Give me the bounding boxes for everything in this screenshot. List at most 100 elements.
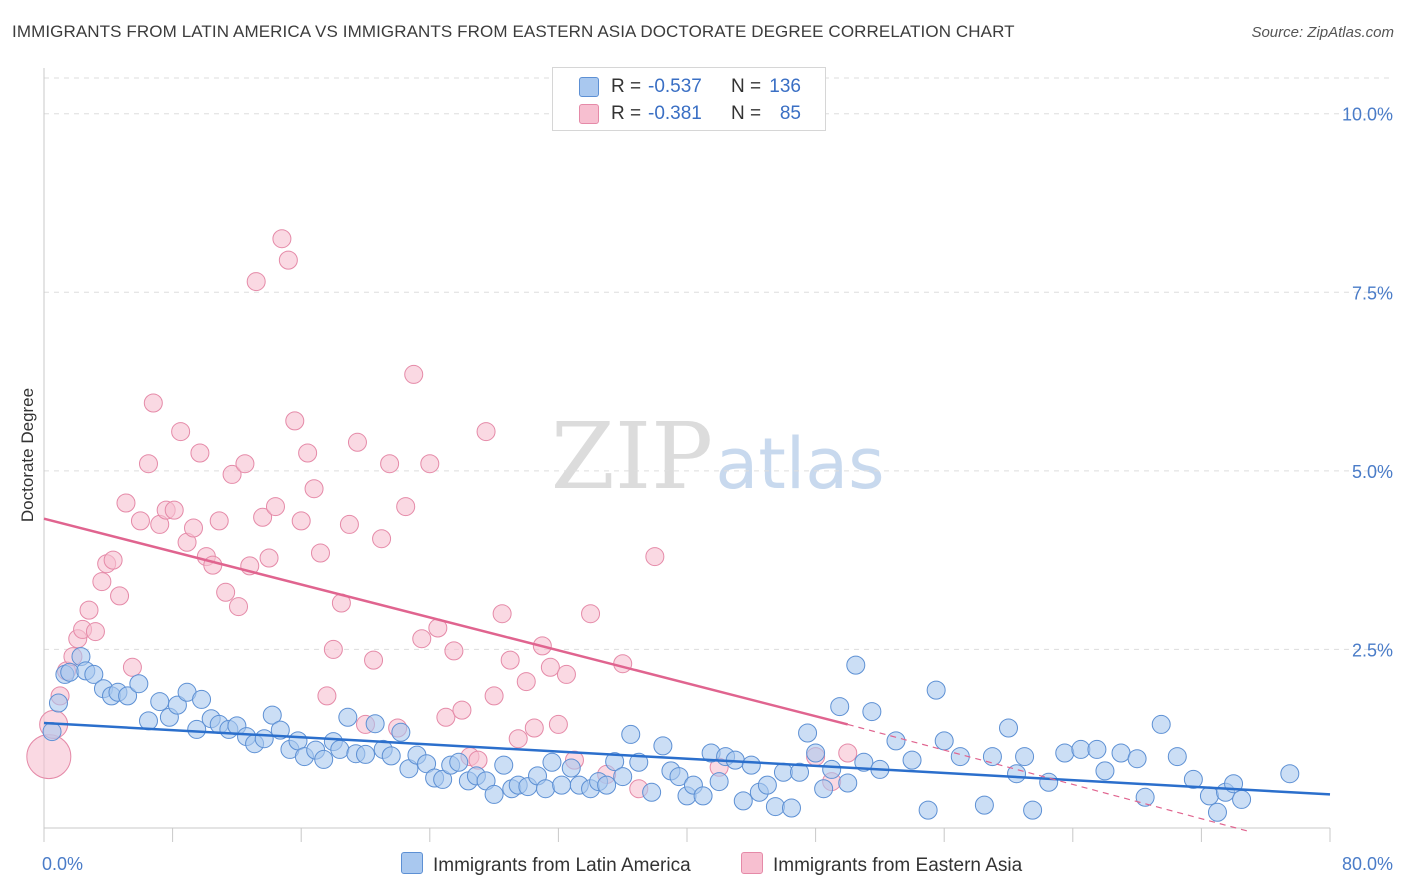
point-latin-america [118,686,138,706]
point-latin-america [449,752,469,772]
point-latin-america [187,719,207,739]
legend-n-label: N = [731,103,762,124]
legend-r-value: -0.537 [648,76,702,97]
point-latin-america [1151,714,1171,734]
point-eastern-asia [79,600,99,620]
legend-r-label: R = [611,76,642,97]
point-latin-america [653,736,673,756]
point-latin-america [192,689,212,709]
point-eastern-asia [364,650,384,670]
point-eastern-asia [317,686,337,706]
point-latin-america [629,752,649,772]
point-eastern-asia [85,622,105,642]
correlation-legend: R = -0.537 N = 136 R = -0.381 N = 85 [552,67,826,131]
y-tick-label: 10.0% [1342,105,1393,125]
point-eastern-asia [524,718,544,738]
point-eastern-asia [838,743,858,763]
point-eastern-asia [222,464,242,484]
point-latin-america [48,693,68,713]
trend-lines [43,517,1331,833]
point-latin-america [129,674,149,694]
point-latin-america [846,655,866,675]
x-tick-label: 80.0% [1342,854,1393,874]
legend-swatch-blue [579,77,599,97]
point-latin-america [330,739,350,759]
point-latin-america [693,786,713,806]
point-eastern-asia [143,393,163,413]
point-eastern-asia [253,507,273,527]
point-eastern-asia [259,548,279,568]
point-latin-america [1280,764,1300,784]
point-eastern-asia [26,734,72,780]
point-eastern-asia [516,672,536,692]
legend-r-value: -0.381 [648,103,702,124]
legend-swatch-blue [401,852,423,874]
point-eastern-asia [508,729,528,749]
point-latin-america [1023,800,1043,820]
point-latin-america [1055,743,1075,763]
point-eastern-asia [272,229,292,249]
legend-n-value: 85 [779,103,801,124]
legend-item-latin-america: Immigrants from Latin America [401,852,691,877]
point-eastern-asia [444,641,464,661]
point-latin-america [561,758,581,778]
point-eastern-asia [285,411,305,431]
point-latin-america [806,743,826,763]
point-eastern-asia [500,650,520,670]
point-eastern-asia [183,518,203,538]
point-latin-america [982,747,1002,767]
point-latin-america [1199,786,1219,806]
point-latin-america [974,795,994,815]
point-latin-america [338,707,358,727]
x-ticks [43,828,1331,842]
point-latin-america [138,711,158,731]
legend-n-label: N = [731,76,762,97]
point-latin-america [934,731,954,751]
point-eastern-asia [246,272,266,292]
point-latin-america [1095,761,1115,781]
y-axis-label: Doctorate Degree [18,388,37,522]
point-eastern-asia [548,714,568,734]
point-eastern-asia [116,493,136,513]
point-eastern-asia [404,364,424,384]
point-latin-america [926,680,946,700]
point-latin-america [536,779,556,799]
point-latin-america [254,729,274,749]
watermark-atlas: atlas [715,423,884,505]
point-latin-america [862,702,882,722]
watermark: ZIP atlas [551,403,885,510]
point-eastern-asia [452,700,472,720]
point-latin-america [757,775,777,795]
x-tick-label: 0.0% [42,854,83,874]
point-eastern-asia [420,454,440,474]
point-latin-america [642,782,662,802]
point-latin-america [709,772,729,792]
point-latin-america [1183,769,1203,789]
point-eastern-asia [130,511,150,531]
point-latin-america [1167,747,1187,767]
point-latin-america [381,746,401,766]
point-latin-america [1087,739,1107,759]
point-latin-america [838,773,858,793]
x-tick-labels: 0.0% 80.0% [42,854,1393,874]
point-latin-america [84,664,104,684]
point-latin-america [542,752,562,772]
point-latin-america [1232,789,1252,809]
point-eastern-asia [164,500,184,520]
point-latin-america [433,769,453,789]
point-latin-america [1207,802,1227,822]
point-eastern-asia [122,657,142,677]
source-credit: Source: ZipAtlas.com [1251,24,1394,41]
point-eastern-asia [171,422,191,442]
point-eastern-asia [396,497,416,517]
point-latin-america [621,724,641,744]
point-eastern-asia [92,572,112,592]
chart-title: IMMIGRANTS FROM LATIN AMERICA VS IMMIGRA… [12,22,1015,41]
trend-line-eastern-asia [43,517,849,726]
point-eastern-asia [613,654,633,674]
point-eastern-asia [645,547,665,567]
point-eastern-asia [412,629,432,649]
point-latin-america [886,731,906,751]
legend-item-eastern-asia: Immigrants from Eastern Asia [741,852,1022,877]
